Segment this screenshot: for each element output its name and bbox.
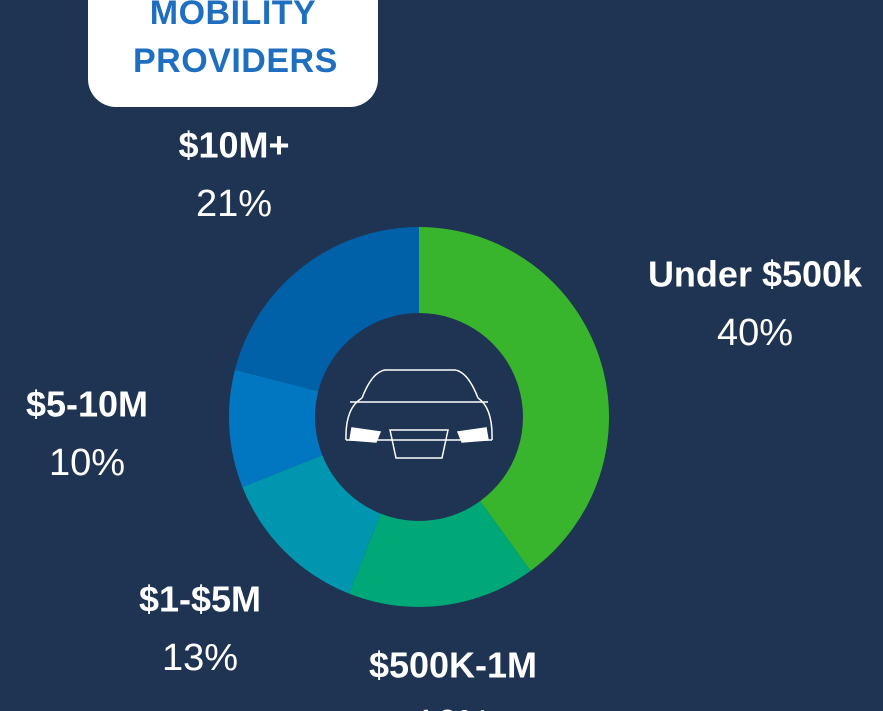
title-box: MOBILITY PROVIDERS — [88, 0, 378, 107]
value-label: 21% — [196, 183, 272, 225]
value-label: 16% — [415, 703, 491, 711]
donut-segment — [419, 227, 610, 571]
value-label: 10% — [49, 442, 125, 484]
category-label: $1-$5M — [139, 579, 261, 620]
chart-title: MOBILITY PROVIDERS — [133, 0, 338, 80]
category-label: Under $500k — [648, 254, 863, 295]
car-icon — [345, 369, 493, 459]
category-label: $5-10M — [26, 384, 148, 425]
value-label: 13% — [162, 637, 238, 679]
donut-segment — [242, 455, 381, 594]
category-label: $500K-1M — [369, 645, 537, 686]
donut-segment — [229, 369, 323, 487]
donut-segment — [349, 501, 531, 607]
value-label: 40% — [717, 312, 793, 354]
donut-segment — [234, 227, 419, 392]
category-label: $10M+ — [178, 125, 289, 166]
